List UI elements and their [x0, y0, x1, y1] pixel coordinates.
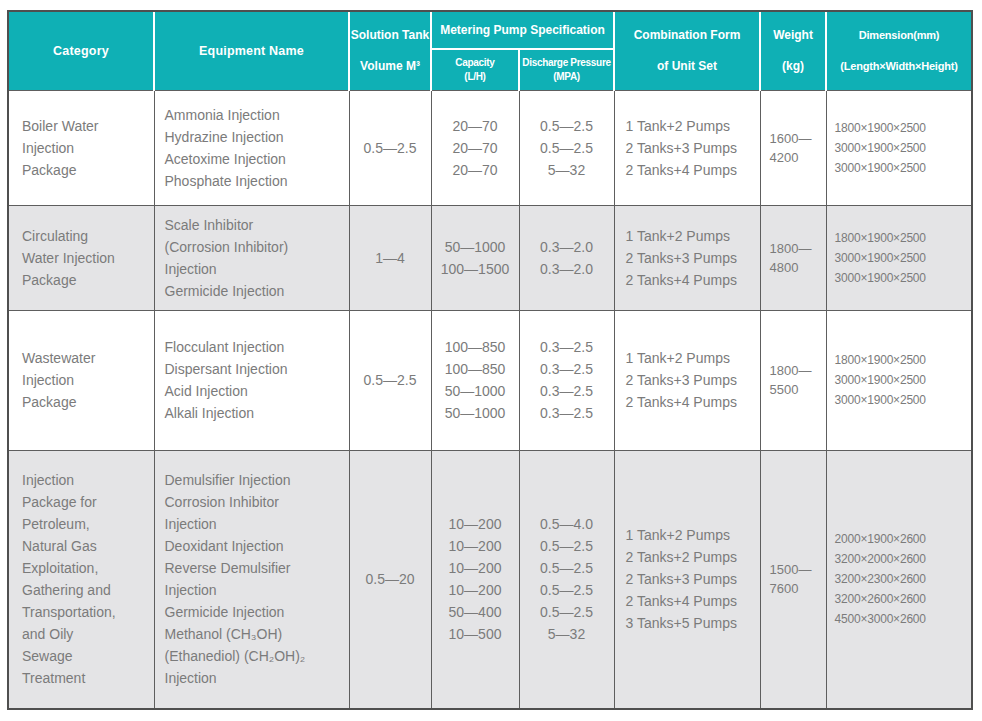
- col-header-category: Category: [9, 12, 154, 90]
- col-header-weight: Weight (kg): [760, 12, 826, 90]
- spec-table-container: Category Equipment Name Solution Tank Vo…: [7, 10, 973, 710]
- cell-capacity: 50—1000 100—1500: [431, 205, 519, 310]
- cell-capacity: 20—70 20—70 20—70: [431, 90, 519, 205]
- cell-combination: 1 Tank+2 Pumps 2 Tanks+3 Pumps 2 Tanks+4…: [614, 205, 760, 310]
- injection-package-spec-table: Category Equipment Name Solution Tank Vo…: [9, 12, 971, 708]
- cell-combination: 1 Tank+2 Pumps 2 Tanks+3 Pumps 2 Tanks+4…: [614, 90, 760, 205]
- cell-tank-volume: 0.5—2.5: [349, 90, 431, 205]
- col-header-capacity: Capacity (L/H): [431, 49, 519, 90]
- cell-discharge-pressure: 0.5—2.5 0.5—2.5 5—32: [519, 90, 614, 205]
- cell-discharge-pressure: 0.3—2.5 0.3—2.5 0.3—2.5 0.3—2.5: [519, 310, 614, 450]
- cell-discharge-pressure: 0.5—4.0 0.5—2.5 0.5—2.5 0.5—2.5 0.5—2.5 …: [519, 450, 614, 708]
- cell-equipment: Flocculant Injection Dispersant Injectio…: [154, 310, 349, 450]
- cell-equipment: Scale Inhibitor (Corrosion Inhibitor) In…: [154, 205, 349, 310]
- cell-category: Injection Package for Petroleum, Natural…: [9, 450, 154, 708]
- table-row-circulating-water: Circulating Water Injection Package Scal…: [9, 205, 971, 310]
- table-row-wastewater: Wastewater Injection Package Flocculant …: [9, 310, 971, 450]
- cell-weight: 1800— 5500: [760, 310, 826, 450]
- cell-tank-volume: 0.5—20: [349, 450, 431, 708]
- table-body: Boiler Water Injection Package Ammonia I…: [9, 90, 971, 708]
- table-header: Category Equipment Name Solution Tank Vo…: [9, 12, 971, 90]
- cell-weight: 1500— 7600: [760, 450, 826, 708]
- cell-dimensions: 1800×1900×2500 3000×1900×2500 3000×1900×…: [826, 310, 971, 450]
- table-row-boiler-water: Boiler Water Injection Package Ammonia I…: [9, 90, 971, 205]
- col-header-combination-form: Combination Form of Unit Set: [614, 12, 760, 90]
- cell-dimensions: 1800×1900×2500 3000×1900×2500 3000×1900×…: [826, 90, 971, 205]
- cell-equipment: Demulsifier Injection Corrosion Inhibito…: [154, 450, 349, 708]
- cell-weight: 1600— 4200: [760, 90, 826, 205]
- cell-dimensions: 1800×1900×2500 3000×1900×2500 3000×1900×…: [826, 205, 971, 310]
- col-header-dimension: Dimension(mm) (Length×Width×Height): [826, 12, 971, 90]
- cell-combination: 1 Tank+2 Pumps 2 Tanks+3 Pumps 2 Tanks+4…: [614, 310, 760, 450]
- cell-capacity: 10—200 10—200 10—200 10—200 50—400 10—50…: [431, 450, 519, 708]
- page: Category Equipment Name Solution Tank Vo…: [0, 0, 982, 721]
- cell-discharge-pressure: 0.3—2.0 0.3—2.0: [519, 205, 614, 310]
- cell-category: Wastewater Injection Package: [9, 310, 154, 450]
- cell-dimensions: 2000×1900×2600 3200×2000×2600 3200×2300×…: [826, 450, 971, 708]
- cell-combination: 1 Tank+2 Pumps 2 Tanks+2 Pumps 2 Tanks+3…: [614, 450, 760, 708]
- cell-weight: 1800— 4800: [760, 205, 826, 310]
- col-header-discharge-pressure: Discharge Pressure (MPA): [519, 49, 614, 90]
- cell-equipment: Ammonia Injection Hydrazine Injection Ac…: [154, 90, 349, 205]
- cell-category: Boiler Water Injection Package: [9, 90, 154, 205]
- cell-tank-volume: 1—4: [349, 205, 431, 310]
- col-header-metering-pump-specification: Metering Pump Specification: [431, 12, 614, 49]
- col-header-equipment-name: Equipment Name: [154, 12, 349, 90]
- table-row-petroleum-injection: Injection Package for Petroleum, Natural…: [9, 450, 971, 708]
- col-header-solution-tank-volume: Solution Tank Volume M³: [349, 12, 431, 90]
- cell-category: Circulating Water Injection Package: [9, 205, 154, 310]
- cell-tank-volume: 0.5—2.5: [349, 310, 431, 450]
- cell-capacity: 100—850 100—850 50—1000 50—1000: [431, 310, 519, 450]
